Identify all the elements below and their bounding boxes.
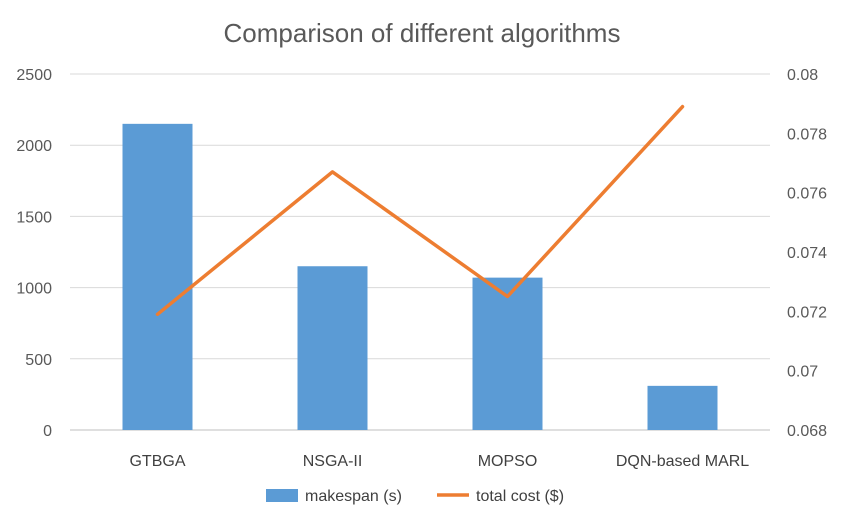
bar: [122, 123, 193, 430]
legend-swatch-makespan: [266, 489, 298, 502]
right-tick-label: 0.076: [787, 186, 827, 203]
category-label: DQN-based MARL: [616, 453, 749, 470]
left-tick-label: 2500: [16, 67, 52, 84]
right-tick-label: 0.072: [787, 304, 827, 321]
legend: makespan (s) total cost ($): [266, 488, 564, 505]
left-tick-label: 0: [43, 423, 52, 440]
right-tick-label: 0.068: [787, 423, 827, 440]
right-tick-label: 0.078: [787, 126, 827, 143]
bar: [647, 385, 718, 430]
bar: [297, 266, 368, 430]
line-series: [155, 104, 685, 317]
category-label: NSGA-II: [303, 453, 363, 470]
left-tick-label: 1500: [16, 209, 52, 226]
bar: [472, 277, 543, 430]
category-label: MOPSO: [478, 453, 538, 470]
legend-label-total-cost: total cost ($): [476, 488, 564, 505]
right-tick-label: 0.07: [787, 364, 818, 381]
category-labels: GTBGA NSGA-II MOPSO DQN-based MARL: [129, 453, 749, 470]
total-cost-line: [155, 104, 685, 317]
category-label: GTBGA: [129, 453, 185, 470]
right-axis-ticks: 0.068 0.07 0.072 0.074 0.076 0.078 0.08: [787, 67, 827, 440]
left-axis-ticks: 0 500 1000 1500 2000 2500: [16, 67, 52, 440]
right-tick-label: 0.074: [787, 245, 827, 262]
left-tick-label: 1000: [16, 281, 52, 298]
bar-series: [122, 123, 718, 430]
chart-title: Comparison of different algorithms: [224, 18, 621, 48]
legend-label-makespan: makespan (s): [305, 488, 402, 505]
left-tick-label: 2000: [16, 138, 52, 155]
right-tick-label: 0.08: [787, 67, 818, 84]
left-tick-label: 500: [25, 352, 52, 369]
